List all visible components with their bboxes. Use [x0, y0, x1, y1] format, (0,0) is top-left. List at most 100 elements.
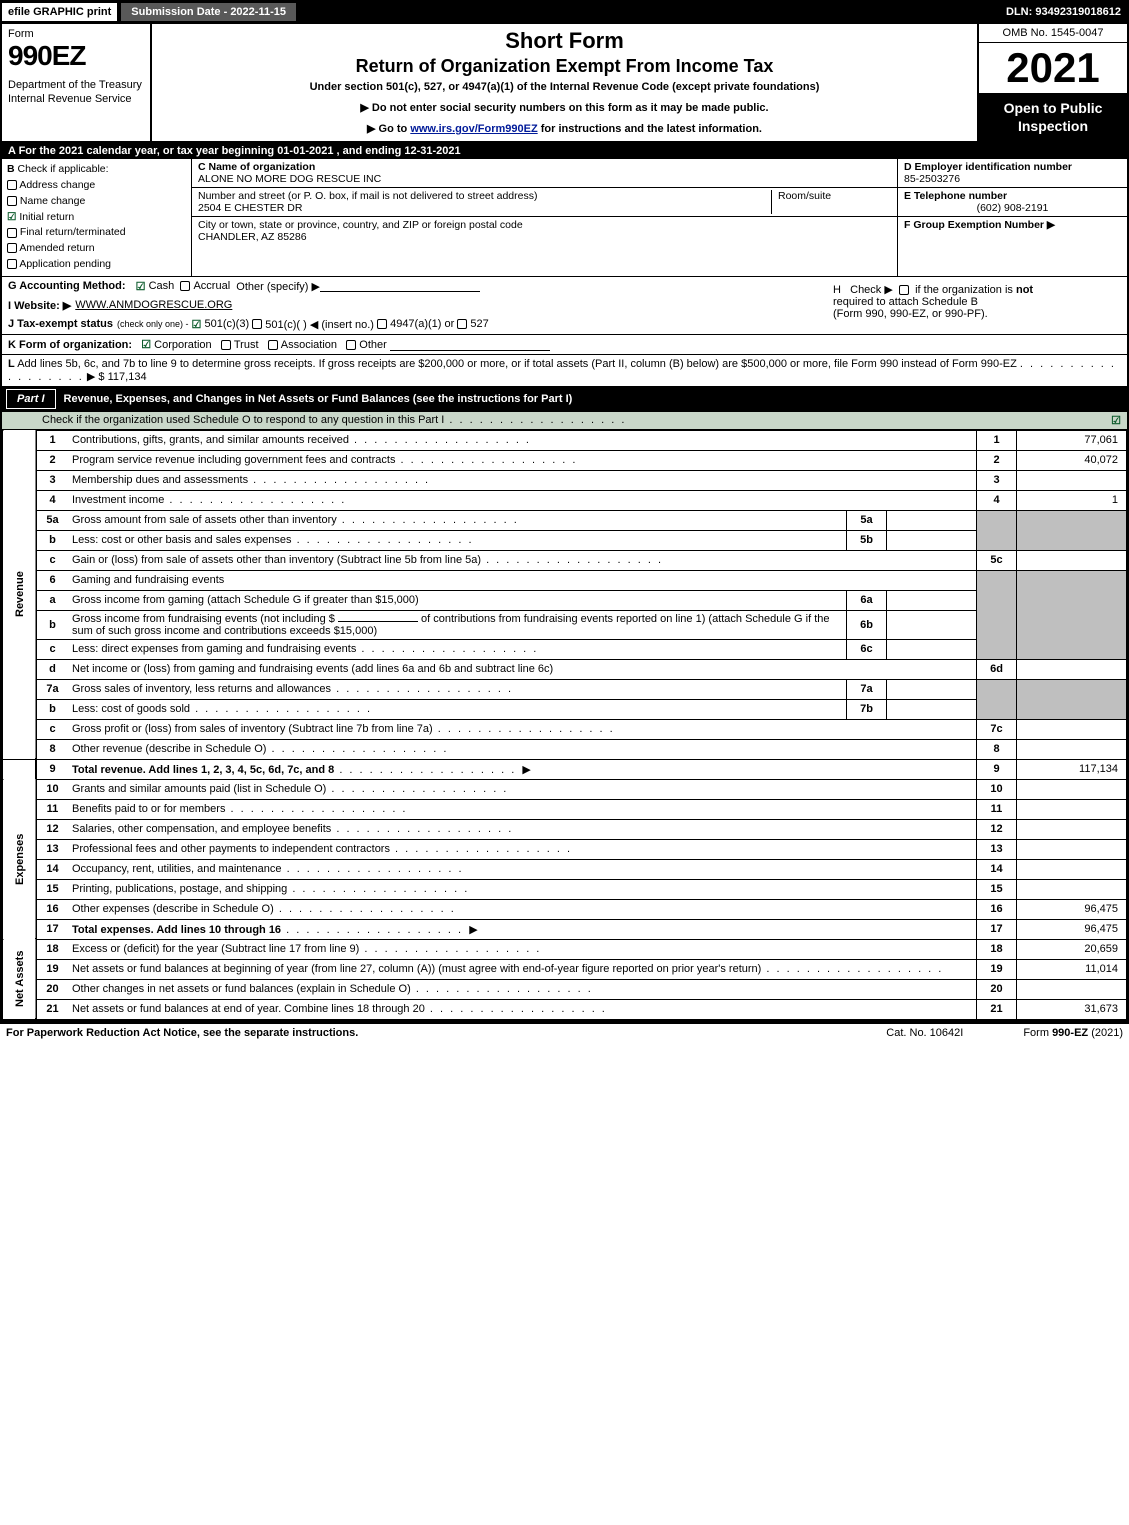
- column-d: D Employer identification number 85-2503…: [897, 159, 1127, 275]
- v-21: 31,673: [1017, 999, 1127, 1019]
- column-b: B Check if applicable: Address change Na…: [2, 159, 192, 275]
- d-19: Net assets or fund balances at beginning…: [72, 963, 943, 975]
- website-url[interactable]: WWW.ANMDOGRESCUE.ORG: [75, 299, 232, 311]
- d-18: Excess or (deficit) for the year (Subtra…: [72, 943, 541, 955]
- d-8: Other revenue (describe in Schedule O): [72, 743, 448, 755]
- checkbox-application-pending[interactable]: [7, 259, 17, 269]
- j-o4: 527: [470, 318, 488, 330]
- k-o4: Other: [359, 339, 387, 351]
- d-21: Net assets or fund balances at end of ye…: [72, 1003, 607, 1015]
- checkbox-h[interactable]: [899, 285, 909, 295]
- d-6c: Less: direct expenses from gaming and fu…: [72, 643, 538, 655]
- n-18: 18: [977, 939, 1017, 959]
- h-letter: H: [833, 284, 841, 296]
- v-11: [1017, 799, 1127, 819]
- checkbox-address-change[interactable]: [7, 180, 17, 190]
- b-letter: B: [7, 163, 15, 175]
- checkbox-501c3[interactable]: ☑: [192, 318, 202, 331]
- omb-number: OMB No. 1545-0047: [979, 24, 1127, 43]
- rev-spacer: [3, 759, 37, 779]
- checkbox-other-org[interactable]: [346, 340, 356, 350]
- l-txt: Add lines 5b, 6c, and 7b to line 9 to de…: [17, 358, 1017, 370]
- n-4: 4: [977, 490, 1017, 510]
- part1-label: Part I: [6, 389, 56, 409]
- sv-6c: [887, 639, 977, 659]
- h-not: not: [1016, 284, 1033, 296]
- sv-7b: [887, 699, 977, 719]
- n-10: 10: [977, 779, 1017, 799]
- v-2: 40,072: [1017, 450, 1127, 470]
- d-5b: Less: cost or other basis and sales expe…: [72, 534, 474, 546]
- n-17: 17: [977, 919, 1017, 939]
- c-label: C Name of organization: [198, 161, 315, 173]
- checkbox-527[interactable]: [457, 319, 467, 329]
- l-val: 117,134: [108, 371, 147, 383]
- d-3: Membership dues and assessments: [72, 474, 430, 486]
- footer-catno: Cat. No. 10642I: [886, 1027, 963, 1039]
- v-14: [1017, 859, 1127, 879]
- schedule-o-text: Check if the organization used Schedule …: [42, 414, 1111, 427]
- checkbox-trust[interactable]: [221, 340, 231, 350]
- e-label: E Telephone number: [904, 190, 1007, 202]
- 6b-blank[interactable]: [338, 621, 418, 622]
- f3-bold: 990-EZ: [1052, 1027, 1088, 1039]
- opt-final-return: Final return/terminated: [20, 226, 126, 238]
- checkbox-initial-return[interactable]: ☑: [7, 211, 16, 223]
- addr-label: Number and street (or P. O. box, if mail…: [198, 190, 537, 202]
- d-7b: Less: cost of goods sold: [72, 703, 372, 715]
- checkbox-corp[interactable]: ☑: [141, 339, 151, 351]
- gh-right: H Check ▶ if the organization is not req…: [827, 277, 1127, 334]
- schedule-o-check-row: Check if the organization used Schedule …: [2, 412, 1127, 430]
- other-blank[interactable]: [320, 280, 480, 292]
- ein: 85-2503276: [904, 173, 960, 185]
- checkbox-accrual[interactable]: [180, 281, 190, 291]
- form-title: Short Form: [160, 28, 969, 54]
- form-subtitle: Return of Organization Exempt From Incom…: [160, 56, 969, 77]
- checkbox-schedule-o[interactable]: ☑: [1111, 414, 1121, 427]
- f-label: F Group Exemption Number ▶: [904, 219, 1055, 231]
- d-6: Gaming and fundraising events: [72, 574, 224, 586]
- k-other-blank[interactable]: [390, 339, 550, 351]
- row-k: K Form of organization: ☑ Corporation Tr…: [2, 335, 1127, 355]
- form-sub2: Under section 501(c), 527, or 4947(a)(1)…: [160, 81, 969, 93]
- tax-year: 2021: [979, 43, 1127, 93]
- j-o2: 501(c)( ) ◀ (insert no.): [265, 318, 374, 331]
- c-addr-row: Number and street (or P. O. box, if mail…: [192, 188, 897, 217]
- checkbox-amended[interactable]: [7, 243, 17, 253]
- checkbox-assoc[interactable]: [268, 340, 278, 350]
- open-inspection-label: Open to Public Inspection: [979, 93, 1127, 141]
- s-5b: 5b: [847, 530, 887, 550]
- cash-label: Cash: [149, 280, 175, 292]
- efile-print-label[interactable]: efile GRAPHIC print: [0, 1, 119, 23]
- checkbox-4947[interactable]: [377, 319, 387, 329]
- j-label: J Tax-exempt status: [8, 318, 113, 330]
- d-20: Other changes in net assets or fund bala…: [72, 983, 593, 995]
- checkbox-final-return[interactable]: [7, 228, 17, 238]
- n-13: 13: [977, 839, 1017, 859]
- city-label: City or town, state or province, country…: [198, 219, 523, 231]
- v-3: [1017, 470, 1127, 490]
- checkbox-501c[interactable]: [252, 319, 262, 329]
- arrow-line-1: ▶ Do not enter social security numbers o…: [160, 101, 969, 114]
- v-4: 1: [1017, 490, 1127, 510]
- v-1: 77,061: [1017, 430, 1127, 450]
- arrow2-pre: ▶ Go to: [367, 123, 410, 135]
- h-txt1: Check ▶: [850, 284, 893, 296]
- irs-link[interactable]: www.irs.gov/Form990EZ: [410, 123, 537, 135]
- header-left: Form 990EZ Department of the Treasury In…: [2, 24, 152, 141]
- s-7a: 7a: [847, 679, 887, 699]
- page-footer: For Paperwork Reduction Act Notice, see …: [0, 1022, 1129, 1042]
- checkbox-cash[interactable]: ☑: [136, 280, 146, 293]
- addr: 2504 E CHESTER DR: [198, 202, 302, 214]
- d-15: Printing, publications, postage, and shi…: [72, 883, 469, 895]
- n-19: 19: [977, 959, 1017, 979]
- org-name: ALONE NO MORE DOG RESCUE INC: [198, 173, 381, 185]
- revenue-vlabel: Revenue: [3, 430, 37, 759]
- s-6a: 6a: [847, 590, 887, 610]
- v-15: [1017, 879, 1127, 899]
- column-c: C Name of organization ALONE NO MORE DOG…: [192, 159, 897, 275]
- opt-initial-return: Initial return: [19, 211, 74, 223]
- part1-table: Revenue 1 Contributions, gifts, grants, …: [2, 430, 1127, 1020]
- footer-notice: For Paperwork Reduction Act Notice, see …: [6, 1027, 886, 1039]
- checkbox-name-change[interactable]: [7, 196, 17, 206]
